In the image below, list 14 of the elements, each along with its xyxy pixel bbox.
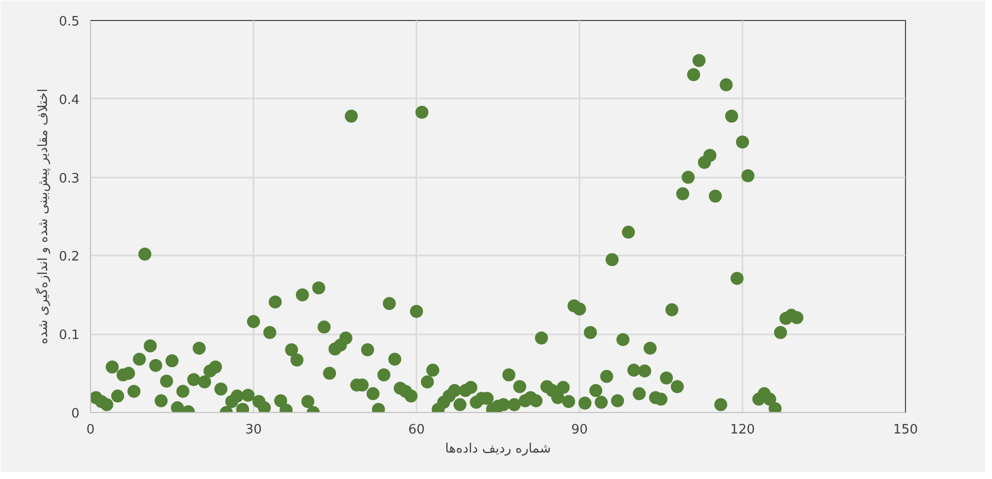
x-tick-label: 0: [86, 422, 95, 438]
x-tick-label: 60: [408, 422, 425, 438]
x-tick-label: 120: [730, 422, 755, 438]
y-tick-label: 0.5: [58, 14, 80, 30]
y-tick-label: 0.2: [58, 250, 80, 265]
x-tick-label: 90: [571, 422, 588, 438]
x-tick-label: 30: [245, 422, 262, 438]
x-axis-title: شماره ردیف داده‌ها: [445, 442, 551, 456]
y-tick-label: 0.3: [58, 171, 80, 186]
x-tick-label: 150: [893, 422, 918, 438]
y-tick-label: 0.1: [58, 328, 80, 344]
y-tick-label: 0.4: [58, 92, 80, 108]
y-tick-label: 0: [71, 406, 80, 422]
y-axis-title: اختلاف مقادیر پیش‌بینی شده و اندازه‌گیری شده: [34, 88, 51, 344]
